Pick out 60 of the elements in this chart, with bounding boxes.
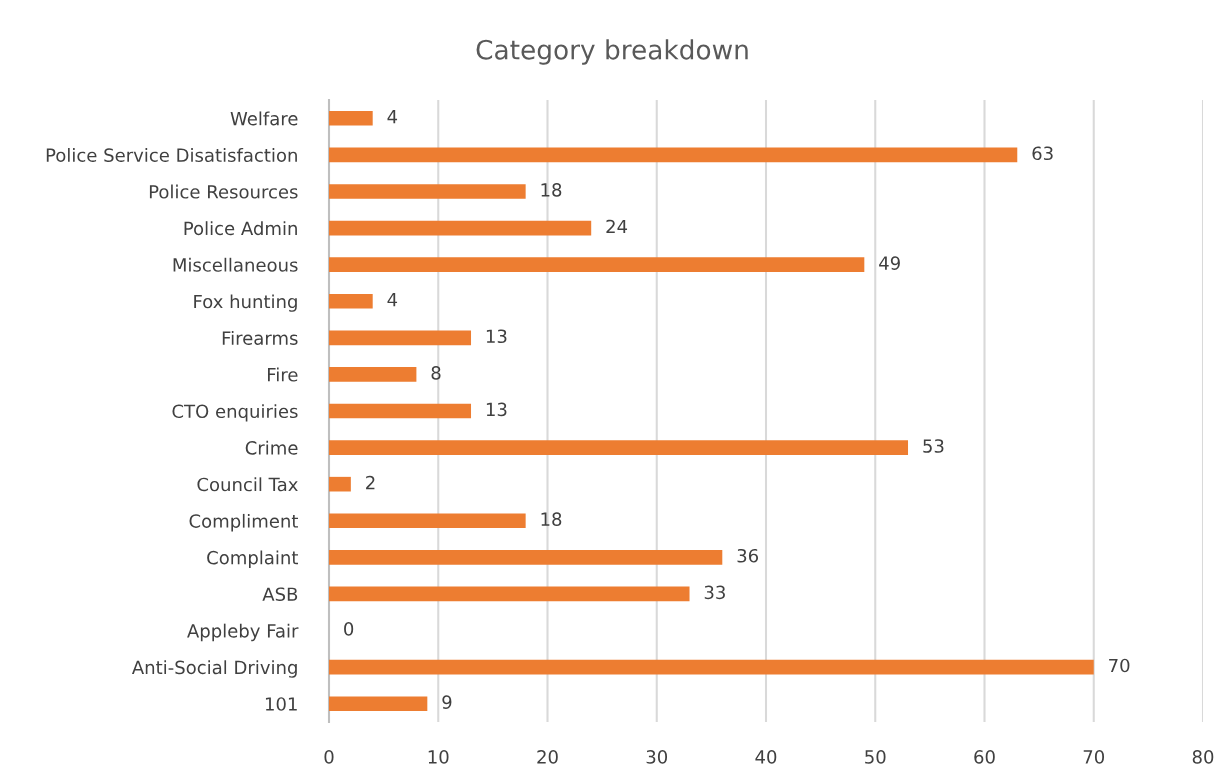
bar xyxy=(329,220,592,236)
y-tick-label: Miscellaneous xyxy=(173,257,298,272)
bar xyxy=(329,696,428,712)
data-label: 24 xyxy=(606,219,628,234)
x-tick-label: 80 xyxy=(1192,750,1214,764)
y-tick-label: Anti-Social Driving xyxy=(131,660,297,678)
bar xyxy=(329,367,417,382)
data-label: 4 xyxy=(387,110,398,124)
data-label: 49 xyxy=(879,256,900,270)
bar xyxy=(329,586,690,602)
x-tick-label: 50 xyxy=(865,750,886,764)
data-label: 63 xyxy=(1032,146,1053,161)
y-tick-label: Crime xyxy=(245,440,298,455)
y-tick-label: Police Admin xyxy=(184,221,297,236)
y-tick-label: Police Service Disatisfaction xyxy=(46,148,297,162)
data-label: 13 xyxy=(486,402,507,417)
y-tick-label: Compliment xyxy=(189,513,299,532)
bar xyxy=(329,110,373,126)
x-tick-label: 40 xyxy=(755,750,777,764)
data-label: 33 xyxy=(704,585,725,600)
bar xyxy=(329,330,472,346)
bar xyxy=(329,440,909,455)
y-tick-label: Police Resources xyxy=(149,184,298,199)
data-label: 0 xyxy=(344,622,354,636)
y-tick-label: CTO enquiries xyxy=(172,404,298,422)
x-tick-label: 60 xyxy=(974,750,995,764)
data-label: 36 xyxy=(737,548,759,563)
bar xyxy=(329,513,526,529)
data-label: 9 xyxy=(442,695,452,709)
x-tick-label: 70 xyxy=(1083,750,1105,764)
y-tick-label: Fox hunting xyxy=(194,294,297,312)
bar xyxy=(329,293,373,309)
y-tick-label: Fire xyxy=(268,367,298,382)
chart-title: Category breakdown xyxy=(476,39,748,65)
bar xyxy=(329,184,526,199)
data-label: 13 xyxy=(486,329,507,344)
x-tick-label: 30 xyxy=(646,750,668,764)
bar xyxy=(329,659,1094,675)
data-label: 53 xyxy=(923,439,944,453)
y-tick-label: Welfare xyxy=(230,111,298,126)
y-tick-label: 101 xyxy=(265,697,297,711)
bar xyxy=(329,403,472,419)
y-tick-label: Firearms xyxy=(222,330,298,345)
x-tick-label: 10 xyxy=(428,750,449,764)
data-label: 18 xyxy=(541,512,562,526)
y-tick-label: ASB xyxy=(262,587,298,602)
bar xyxy=(329,147,1018,163)
bar xyxy=(329,476,351,492)
y-tick-label: Appleby Fair xyxy=(187,623,299,642)
data-label: 2 xyxy=(366,475,375,490)
data-label: 70 xyxy=(1109,658,1130,673)
data-label: 8 xyxy=(431,365,441,380)
bar xyxy=(329,257,865,272)
x-tick-label: 20 xyxy=(537,750,558,764)
bar xyxy=(329,550,723,565)
data-label: 4 xyxy=(387,293,398,307)
x-tick-label: 0 xyxy=(324,750,334,764)
y-tick-label: Complaint xyxy=(207,550,299,568)
y-tick-label: Council Tax xyxy=(197,477,298,492)
data-label: 18 xyxy=(541,183,562,197)
